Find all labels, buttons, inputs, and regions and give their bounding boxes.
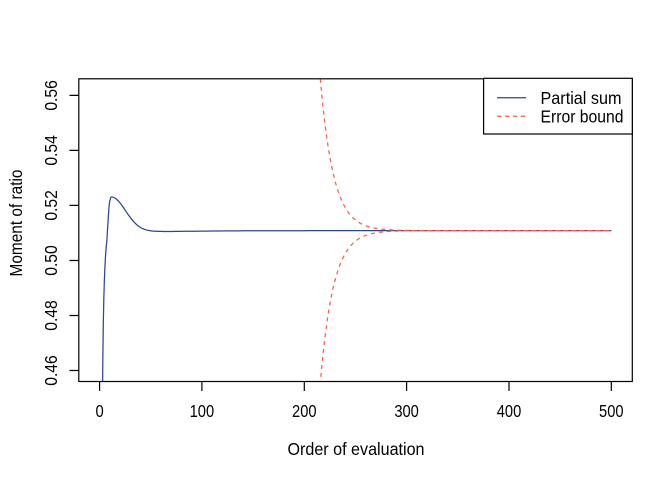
svg-text:Error bound: Error bound [541, 107, 624, 127]
svg-text:Order of evaluation: Order of evaluation [288, 439, 425, 459]
svg-text:400: 400 [497, 401, 522, 421]
svg-text:0.48: 0.48 [41, 300, 61, 331]
svg-text:200: 200 [292, 401, 317, 421]
svg-text:0: 0 [96, 401, 104, 421]
svg-text:500: 500 [599, 401, 624, 421]
svg-text:300: 300 [394, 401, 419, 421]
svg-text:0.46: 0.46 [41, 355, 61, 386]
svg-text:0.52: 0.52 [41, 190, 61, 221]
svg-text:Partial sum: Partial sum [541, 88, 622, 108]
svg-text:0.54: 0.54 [41, 135, 61, 166]
svg-text:100: 100 [190, 401, 215, 421]
svg-text:Moment of ratio: Moment of ratio [6, 170, 26, 277]
svg-text:0.50: 0.50 [41, 245, 61, 276]
svg-text:0.56: 0.56 [41, 80, 61, 111]
